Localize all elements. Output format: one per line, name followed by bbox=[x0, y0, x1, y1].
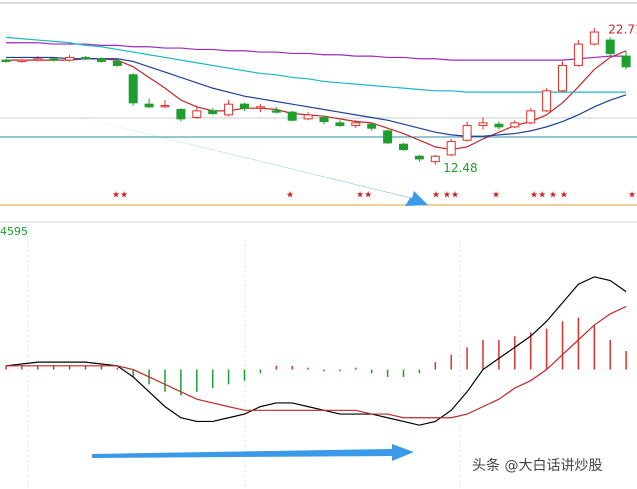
candle-body bbox=[573, 43, 583, 66]
candle-body bbox=[144, 103, 154, 108]
candle-body bbox=[208, 110, 218, 115]
candle-body bbox=[558, 64, 567, 92]
candle-body bbox=[367, 123, 377, 129]
candle-body bbox=[192, 110, 202, 119]
candle-body bbox=[526, 110, 536, 124]
svg-text:★: ★ bbox=[492, 191, 500, 201]
candle-body bbox=[81, 56, 90, 60]
candle-body bbox=[96, 58, 106, 62]
svg-text:★★: ★★ bbox=[112, 191, 128, 201]
svg-text:★★: ★★ bbox=[356, 191, 372, 201]
candle-body bbox=[462, 125, 472, 141]
watermark: 头条 @大白话讲炒股 bbox=[472, 457, 602, 474]
candle-body bbox=[224, 103, 234, 116]
candle-body bbox=[255, 106, 265, 109]
candle-body bbox=[414, 155, 424, 160]
svg-text:★ ★★: ★ ★★ bbox=[432, 191, 459, 201]
candle-body bbox=[319, 117, 329, 123]
candle-body bbox=[240, 103, 249, 109]
candle-body bbox=[383, 130, 393, 144]
candle-body bbox=[128, 74, 138, 104]
candle-body bbox=[65, 56, 75, 61]
ma-line bbox=[6, 305, 627, 419]
candle-body bbox=[589, 31, 599, 45]
ma-line bbox=[6, 50, 627, 151]
candle-body bbox=[17, 59, 27, 62]
ma-line bbox=[5, 36, 627, 93]
candle-body bbox=[49, 58, 59, 61]
macd-header: 4595 bbox=[0, 225, 28, 238]
max-label: 22.71 bbox=[608, 22, 637, 36]
ma-line bbox=[5, 276, 627, 426]
signal-stars: ★★ ★ ★★ ★ ★★ ★ ★★ ★ ★ ★ bbox=[112, 191, 636, 201]
candle-body bbox=[510, 122, 520, 128]
min-label: 12.48 bbox=[443, 161, 477, 175]
candle-body bbox=[478, 122, 488, 127]
candle-body bbox=[271, 110, 281, 113]
ma-line bbox=[6, 56, 627, 137]
candle-body bbox=[542, 90, 552, 112]
candle-body bbox=[351, 122, 361, 127]
svg-text:★: ★ bbox=[628, 191, 636, 201]
trend-arrow bbox=[92, 444, 414, 461]
candle-body bbox=[287, 111, 297, 121]
candle-body bbox=[621, 55, 631, 68]
svg-text:★: ★ bbox=[286, 191, 294, 201]
candle-body bbox=[335, 122, 345, 127]
candle-body bbox=[160, 105, 170, 108]
candle-body bbox=[176, 109, 186, 120]
candle-body bbox=[33, 58, 43, 61]
candle-body bbox=[399, 143, 408, 151]
candle-body bbox=[112, 60, 122, 66]
svg-text:★★ ★ ★: ★★ ★ ★ bbox=[530, 191, 568, 201]
candle-body bbox=[494, 123, 504, 128]
candle-body bbox=[605, 39, 615, 54]
candle-body bbox=[430, 155, 440, 163]
candle-body bbox=[1, 59, 11, 62]
candle-body bbox=[446, 141, 456, 156]
candle-body bbox=[303, 114, 313, 120]
ma-line bbox=[6, 42, 627, 61]
plot: 22.71 12.48 bbox=[1, 22, 637, 426]
